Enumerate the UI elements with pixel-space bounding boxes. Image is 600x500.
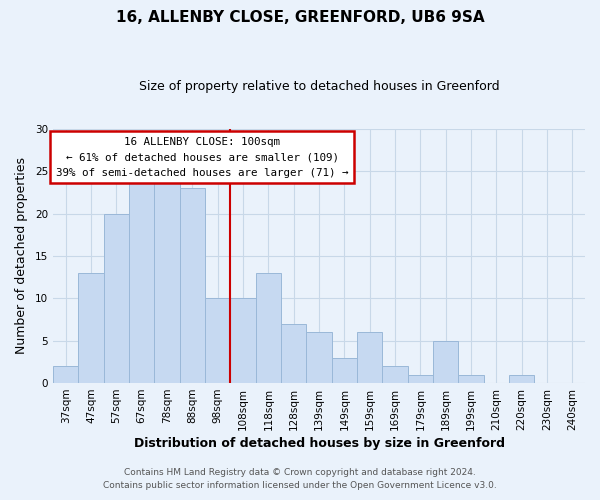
Bar [180,188,205,383]
Text: 16, ALLENBY CLOSE, GREENFORD, UB6 9SA: 16, ALLENBY CLOSE, GREENFORD, UB6 9SA [116,10,484,25]
X-axis label: Distribution of detached houses by size in Greenford: Distribution of detached houses by size … [134,437,505,450]
Text: Contains HM Land Registry data © Crown copyright and database right 2024.
Contai: Contains HM Land Registry data © Crown c… [103,468,497,490]
Bar [154,172,180,383]
Bar [104,214,129,383]
Text: 16 ALLENBY CLOSE: 100sqm
← 61% of detached houses are smaller (109)
39% of semi-: 16 ALLENBY CLOSE: 100sqm ← 61% of detach… [56,136,348,177]
Y-axis label: Number of detached properties: Number of detached properties [15,158,28,354]
Bar [357,332,382,383]
Bar [433,340,458,383]
Bar [230,298,256,383]
Title: Size of property relative to detached houses in Greenford: Size of property relative to detached ho… [139,80,499,93]
Bar [129,180,154,383]
Bar [256,273,281,383]
Bar [53,366,79,383]
Bar [382,366,407,383]
Bar [307,332,332,383]
Bar [458,374,484,383]
Bar [281,324,307,383]
Bar [407,374,433,383]
Bar [205,298,230,383]
Bar [509,374,535,383]
Bar [332,358,357,383]
Bar [79,273,104,383]
